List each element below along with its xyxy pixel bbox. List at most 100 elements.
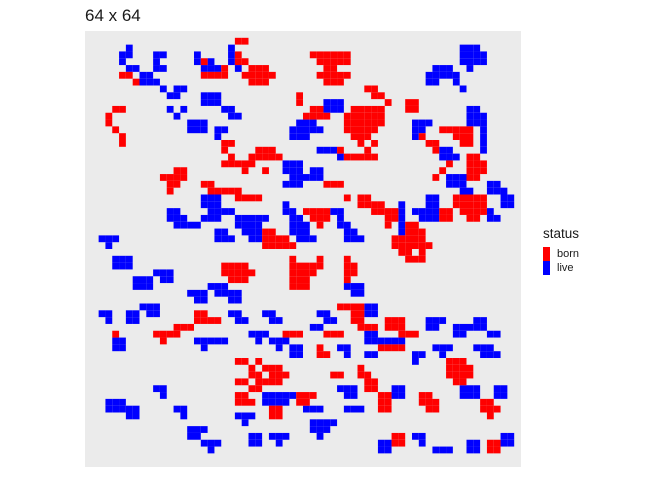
cell-live <box>412 119 419 127</box>
cell-born <box>296 276 303 284</box>
cell-live <box>296 160 303 168</box>
cell-born <box>480 160 487 168</box>
cell-born <box>316 344 324 352</box>
cell-live <box>112 337 120 345</box>
cell-born <box>330 58 338 66</box>
cell-live <box>507 439 515 447</box>
cell-born <box>357 153 365 161</box>
cell-born <box>200 310 208 318</box>
cell-born <box>275 378 283 386</box>
cell-live <box>228 58 235 66</box>
cell-born <box>466 201 474 209</box>
cell-born <box>296 398 303 406</box>
cell-born <box>480 194 487 202</box>
cell-live <box>459 330 467 338</box>
cell-live <box>303 119 310 127</box>
cell-born <box>350 303 358 311</box>
cell-born <box>343 126 351 134</box>
cell-born <box>268 371 276 379</box>
cell-live <box>166 105 174 113</box>
cell-born <box>221 140 229 147</box>
cell-born <box>350 310 358 318</box>
cell-live <box>248 214 256 222</box>
cell-born <box>364 119 372 127</box>
cell-live <box>439 146 447 154</box>
cell-born <box>255 71 263 79</box>
cell-live <box>500 439 508 447</box>
cell-live <box>480 344 487 352</box>
cell-born <box>405 235 412 243</box>
cell-live <box>139 303 147 311</box>
cell-live <box>125 262 133 270</box>
cell-born <box>228 262 235 270</box>
cell-live <box>480 146 487 154</box>
cell-born <box>459 358 467 365</box>
cell-live <box>289 221 297 229</box>
cell-live <box>480 112 487 120</box>
cell-born <box>439 214 447 222</box>
cell-born <box>459 208 467 215</box>
cell-born <box>330 71 338 79</box>
cell-born <box>268 153 276 161</box>
cell-live <box>275 432 283 440</box>
cell-live <box>412 126 419 134</box>
cell-live <box>207 65 215 72</box>
cell-live <box>119 405 126 413</box>
cell-live <box>296 133 303 140</box>
cell-live <box>398 214 406 222</box>
cell-born <box>452 358 460 365</box>
cell-live <box>459 323 467 331</box>
cell-born <box>241 167 249 175</box>
cell-live <box>207 446 215 454</box>
cell-live <box>452 330 460 338</box>
cell-born <box>364 153 372 161</box>
cell-live <box>493 187 501 195</box>
cell-live <box>125 65 133 72</box>
cell-live <box>214 126 222 134</box>
cell-born <box>309 208 317 215</box>
cell-born <box>303 112 310 120</box>
cell-live <box>207 337 215 345</box>
cell-live <box>323 310 331 318</box>
cell-born <box>330 51 338 59</box>
cell-live <box>255 214 263 222</box>
cell-born <box>309 51 317 59</box>
cell-born <box>275 371 283 379</box>
legend-item-live: live <box>543 261 579 275</box>
cell-born <box>337 71 344 79</box>
cell-live <box>262 310 269 318</box>
cell-live <box>275 439 283 447</box>
cell-born <box>493 446 501 454</box>
cell-born <box>459 371 467 379</box>
cell-live <box>466 51 474 59</box>
cell-live <box>262 214 269 222</box>
cell-born <box>119 71 126 79</box>
cell-born <box>323 330 331 338</box>
cell-live <box>194 296 201 304</box>
cell-live <box>207 283 215 290</box>
cell-born <box>473 153 481 161</box>
cell-live <box>173 85 181 93</box>
cell-live <box>139 71 147 79</box>
cell-live <box>316 405 324 413</box>
cell-live <box>241 419 249 427</box>
cell-born <box>241 358 249 365</box>
cell-born <box>262 65 269 72</box>
cell-live <box>398 221 406 229</box>
cell-born <box>364 371 372 379</box>
cell-live <box>432 71 440 79</box>
cell-live <box>173 405 181 413</box>
cell-live <box>234 317 242 324</box>
cell-live <box>255 228 263 236</box>
cell-live <box>507 201 515 209</box>
cell-live <box>187 126 194 134</box>
cell-live <box>262 392 269 399</box>
cell-live <box>432 344 440 352</box>
cell-born <box>343 51 351 59</box>
cell-live <box>228 310 235 318</box>
cell-live <box>194 221 201 229</box>
cell-born <box>480 208 487 215</box>
cell-live <box>228 208 235 215</box>
cell-live <box>194 426 201 433</box>
cell-born <box>350 269 358 277</box>
